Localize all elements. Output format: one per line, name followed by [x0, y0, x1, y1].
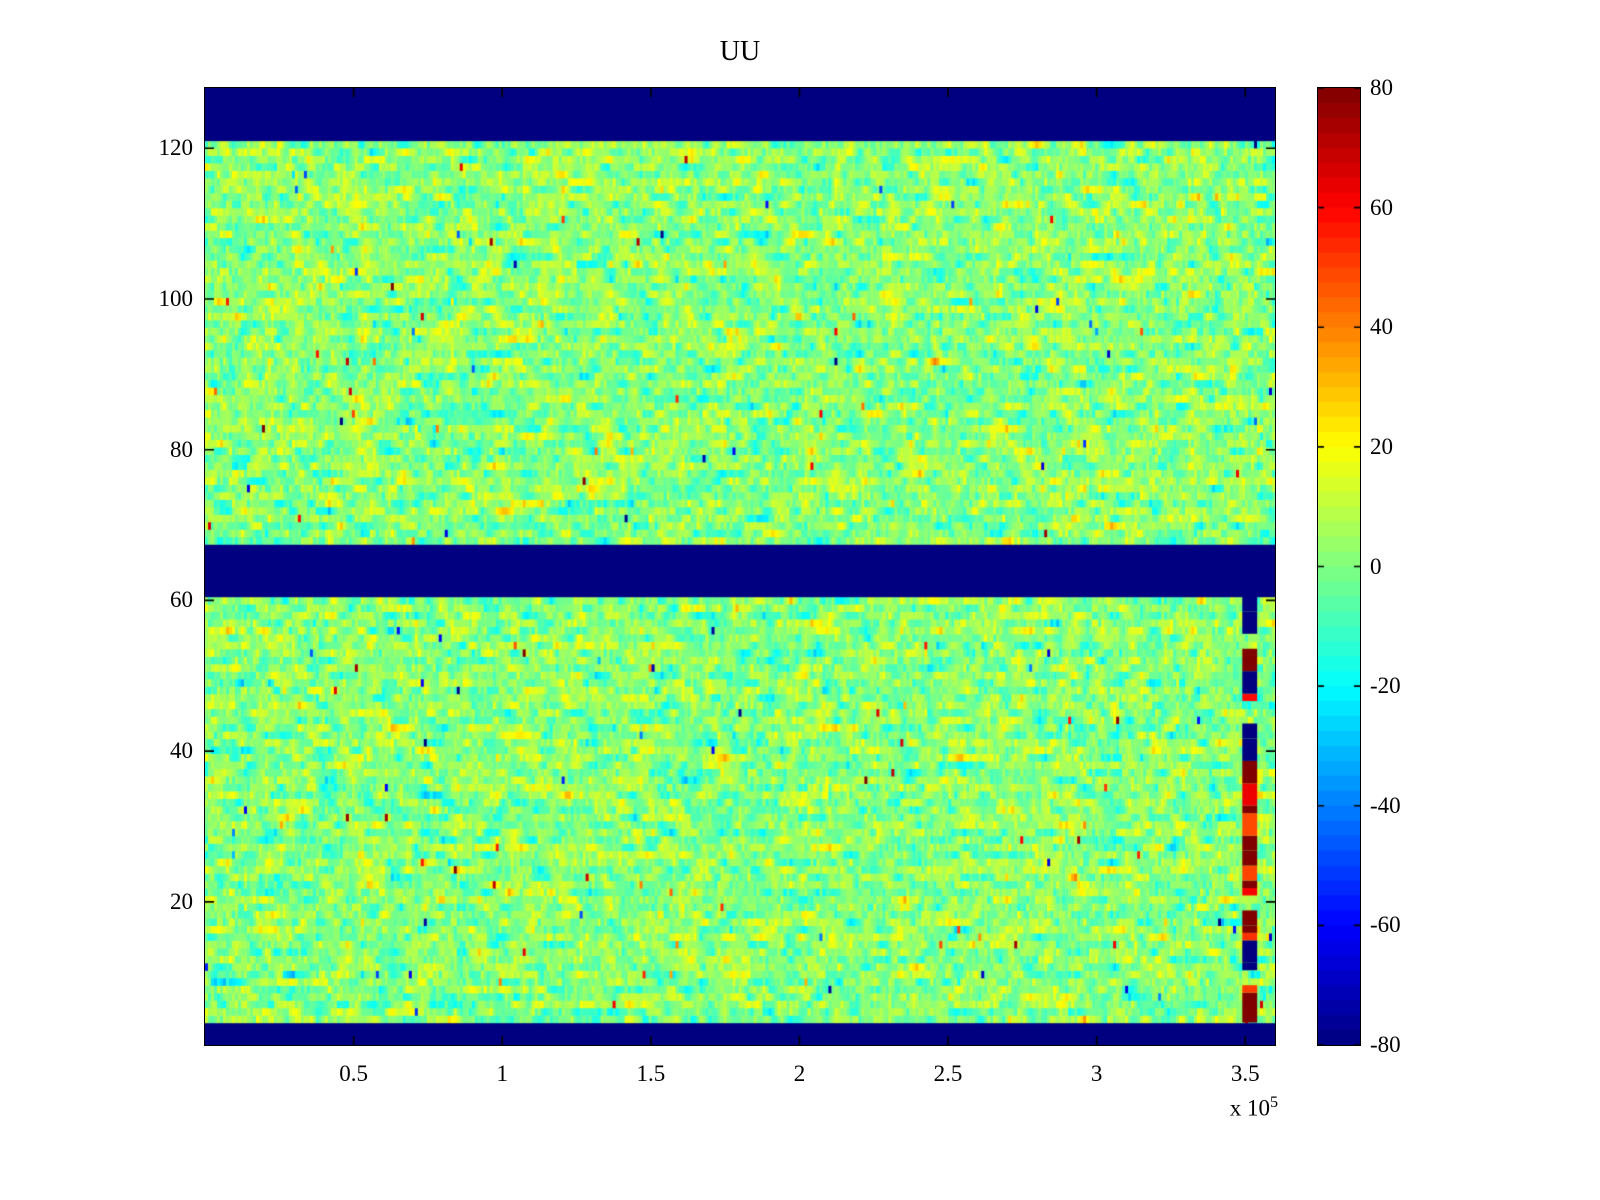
heatmap-canvas — [205, 88, 1275, 1045]
colorbar-tick-label: -80 — [1370, 1032, 1401, 1057]
colorbar-tick-label: -20 — [1370, 673, 1401, 699]
exponent-value: 5 — [1269, 1094, 1278, 1111]
x-tick-label: 1 — [496, 1061, 508, 1086]
colorbar-tick-label: 20 — [1370, 433, 1393, 459]
colorbar-tick-label: 40 — [1370, 314, 1393, 340]
y-tick-label: 60 — [170, 587, 193, 613]
chart-title: UU — [719, 36, 761, 67]
y-tick-label: 20 — [170, 888, 193, 914]
y-tick-label: 100 — [158, 285, 194, 311]
colorbar-tick-label: 0 — [1370, 553, 1382, 579]
y-tick-label: 40 — [170, 738, 193, 764]
x-axis-exponent-label: x 105 — [205, 1094, 1278, 1122]
x-tick-label: 1.5 — [636, 1061, 666, 1086]
colorbar-tick-label: -60 — [1370, 912, 1401, 938]
y-tick-label: 120 — [158, 135, 194, 161]
y-tick-label: 80 — [170, 436, 193, 462]
colorbar-canvas — [1318, 88, 1360, 1045]
x-tick-label: 3.5 — [1230, 1061, 1260, 1086]
heatmap-plot-area — [204, 87, 1276, 1046]
colorbar — [1317, 87, 1361, 1046]
x-tick-label: 3 — [1090, 1061, 1103, 1086]
colorbar-tick-label: 80 — [1370, 75, 1393, 100]
colorbar-tick-label: 60 — [1370, 194, 1393, 220]
exponent-base: x 10 — [1229, 1095, 1270, 1121]
x-tick-label: 2.5 — [933, 1061, 963, 1086]
colorbar-tick-label: -40 — [1370, 792, 1401, 818]
x-tick-label: 0.5 — [339, 1061, 368, 1086]
x-tick-label: 2 — [793, 1061, 806, 1086]
